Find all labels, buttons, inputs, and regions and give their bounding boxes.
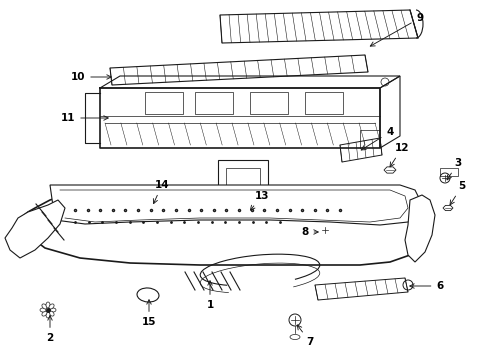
Text: 2: 2 [46, 316, 54, 343]
Text: 15: 15 [142, 300, 156, 327]
Ellipse shape [49, 304, 54, 309]
Ellipse shape [242, 211, 246, 216]
Ellipse shape [248, 204, 254, 209]
Ellipse shape [240, 208, 245, 212]
Bar [249, 92, 287, 114]
Text: 10: 10 [71, 72, 111, 82]
Ellipse shape [46, 312, 50, 318]
Ellipse shape [40, 308, 46, 312]
Text: 5: 5 [449, 181, 465, 205]
Ellipse shape [50, 308, 56, 312]
Ellipse shape [242, 204, 246, 209]
Text: 11: 11 [61, 113, 108, 123]
Ellipse shape [148, 197, 152, 203]
Ellipse shape [248, 211, 254, 216]
Polygon shape [50, 185, 419, 225]
Bar [218, 160, 267, 195]
Ellipse shape [245, 212, 249, 218]
Text: 13: 13 [250, 191, 269, 210]
Polygon shape [5, 200, 65, 258]
Bar [195, 92, 232, 114]
Ellipse shape [142, 203, 148, 207]
Text: 8: 8 [301, 227, 318, 237]
Ellipse shape [143, 199, 149, 204]
Ellipse shape [42, 304, 47, 309]
Ellipse shape [249, 208, 256, 212]
Bar [145, 92, 183, 114]
Bar [439, 168, 457, 176]
Text: 7: 7 [297, 325, 313, 347]
Text: 4: 4 [361, 127, 393, 150]
Ellipse shape [151, 199, 156, 204]
Text: 6: 6 [409, 281, 443, 291]
Text: 1: 1 [206, 281, 213, 310]
Ellipse shape [46, 302, 50, 308]
Text: 12: 12 [389, 143, 408, 167]
Ellipse shape [148, 207, 152, 213]
Bar [225, 168, 260, 188]
Ellipse shape [49, 311, 54, 316]
Text: 9: 9 [369, 13, 423, 46]
Polygon shape [404, 195, 434, 262]
Ellipse shape [143, 206, 149, 211]
Ellipse shape [152, 203, 158, 207]
Polygon shape [18, 186, 419, 265]
Text: 3: 3 [446, 158, 461, 180]
Text: 14: 14 [153, 180, 169, 203]
Ellipse shape [42, 311, 47, 316]
Bar [305, 92, 342, 114]
Ellipse shape [151, 206, 156, 211]
Ellipse shape [245, 202, 249, 208]
